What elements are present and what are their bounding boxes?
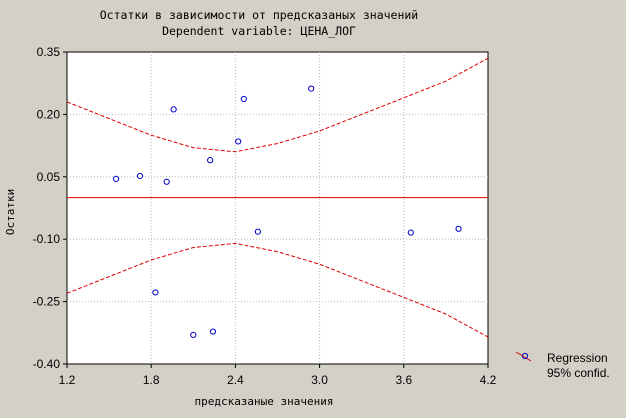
y-tick-label: 0.05 [37, 170, 61, 184]
grid-lines [67, 52, 488, 364]
data-point [136, 172, 144, 180]
data-points [113, 85, 462, 338]
y-tick-label: -0.40 [33, 357, 61, 371]
legend-regression-label: Regression [547, 351, 608, 365]
legend-confidence-label: 95% confid. [547, 366, 610, 380]
chart-title: Остатки в зависимости от предсказаных зн… [100, 8, 419, 22]
data-point [190, 331, 197, 338]
data-point [455, 225, 462, 232]
x-tick-label: 4.2 [480, 373, 497, 387]
data-point [240, 95, 247, 103]
x-tick-label: 3.6 [395, 373, 412, 387]
data-point [235, 138, 242, 145]
x-tick-label: 1.2 [59, 373, 76, 387]
legend-regression-line-sample [515, 351, 532, 362]
data-point [407, 229, 414, 236]
data-point [170, 106, 177, 113]
x-axis-ticks: 1.2 1.8 2.4 3.0 3.6 4.2 [59, 364, 497, 387]
data-point [113, 175, 120, 182]
confidence-upper-curve [66, 57, 489, 153]
y-axis-ticks: -0.40 -0.25 -0.10 0.05 0.20 0.35 [33, 45, 67, 371]
y-tick-label: -0.25 [33, 295, 61, 309]
data-point [207, 157, 214, 164]
y-tick-label: -0.10 [33, 232, 61, 246]
data-point [163, 178, 170, 185]
y-tick-label: 0.20 [37, 107, 61, 121]
data-point [308, 85, 315, 92]
confidence-lower-curve [66, 242, 489, 338]
x-axis-label: предсказаные значения [194, 395, 333, 408]
plot-area [66, 51, 489, 365]
x-tick-label: 3.0 [311, 373, 328, 387]
data-point [152, 289, 159, 296]
legend: Regression 95% confid. [515, 351, 610, 380]
x-tick-label: 1.8 [143, 373, 160, 387]
chart-subtitle: Dependent variable: ЦЕНА_ЛОГ [162, 24, 356, 38]
y-axis-label: Остатки [4, 189, 17, 235]
confidence-band [66, 57, 489, 338]
y-tick-label: 0.35 [37, 45, 61, 59]
legend-point-marker [521, 352, 529, 360]
x-tick-label: 2.4 [227, 373, 244, 387]
data-point [209, 328, 217, 335]
data-point [254, 228, 261, 235]
